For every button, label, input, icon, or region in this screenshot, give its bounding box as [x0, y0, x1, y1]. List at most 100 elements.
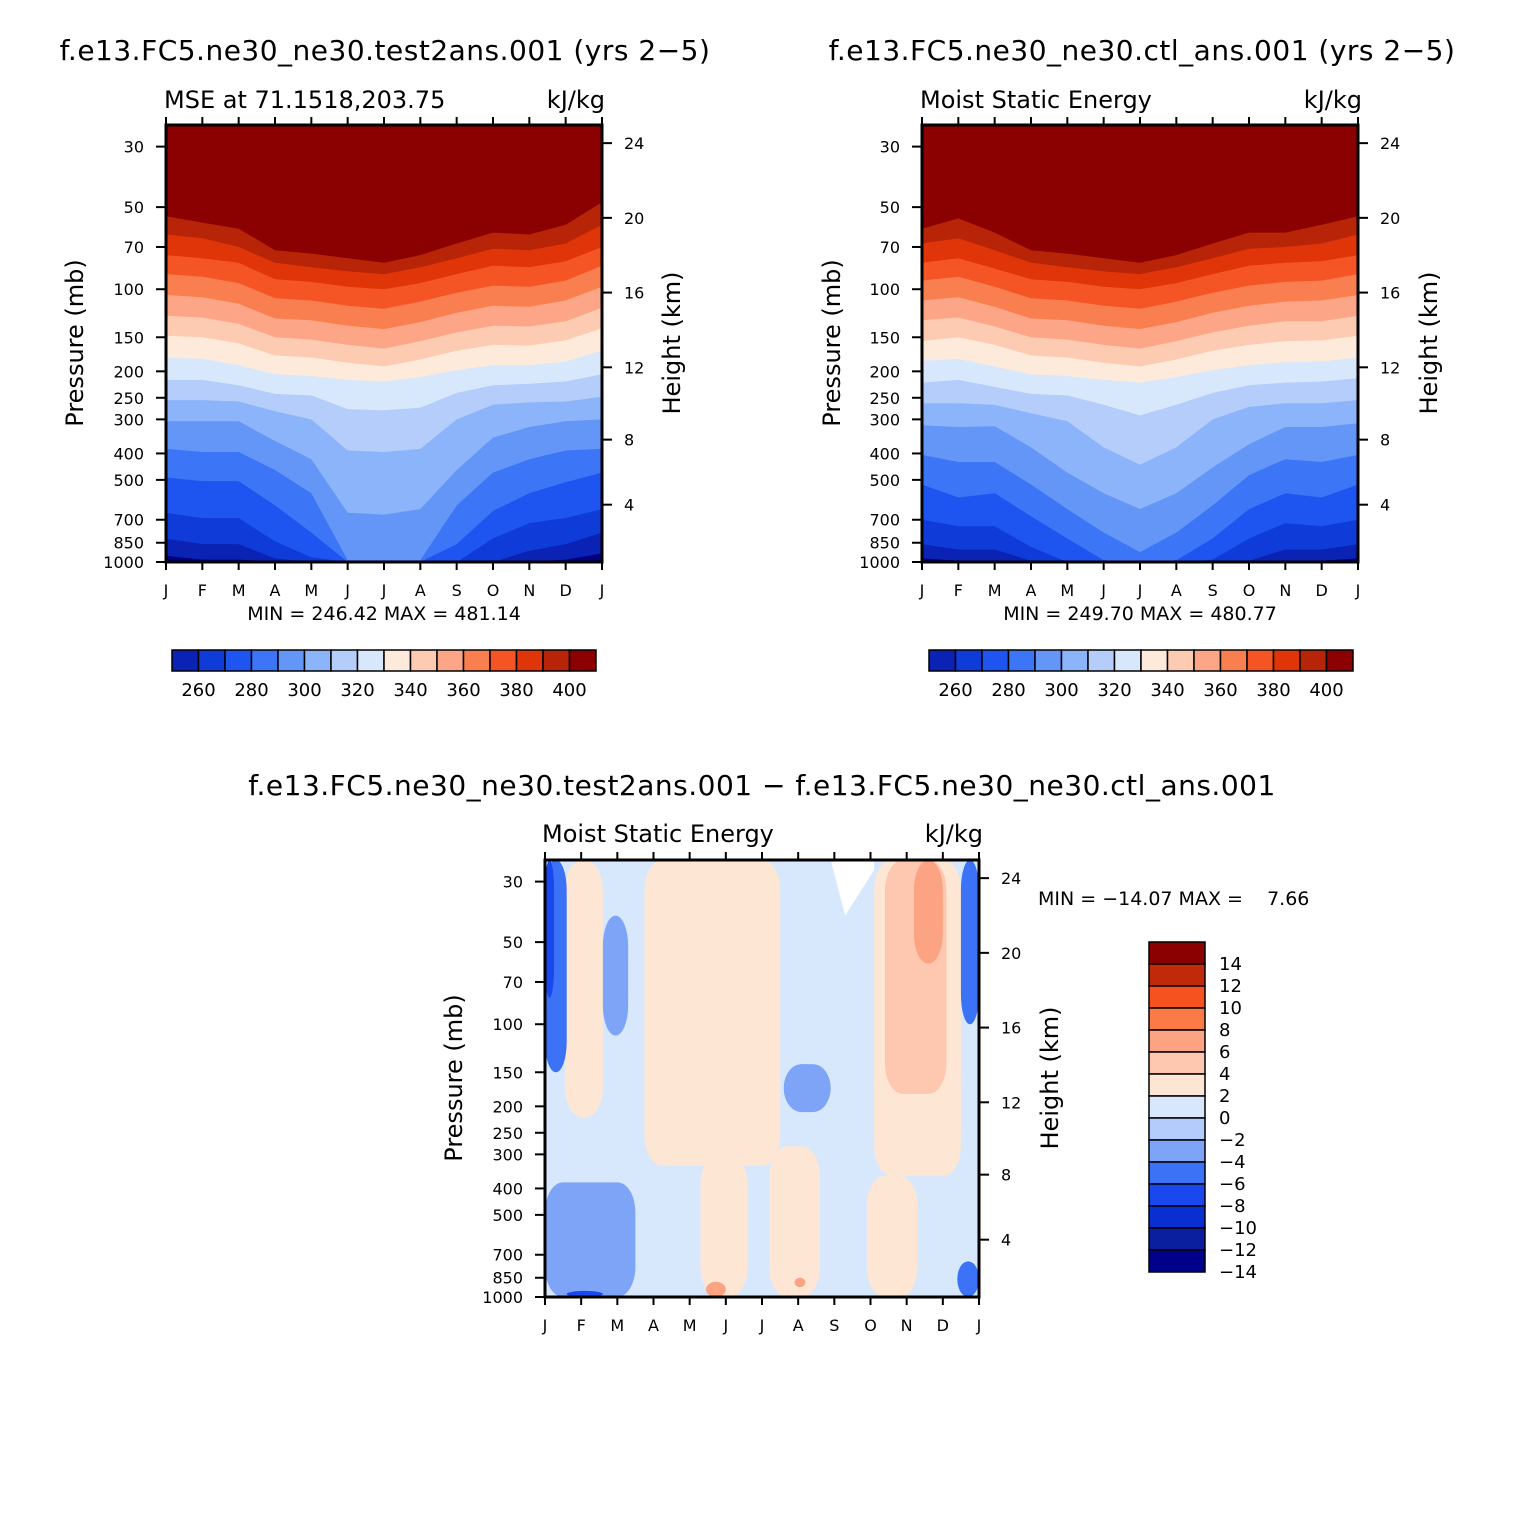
colorbar-box	[1140, 649, 1169, 672]
y2-tick-label: 4	[1001, 1231, 1011, 1250]
colorbar-box	[356, 649, 385, 672]
y-tick-label: 100	[869, 280, 900, 299]
x-tick-label: J	[163, 581, 169, 600]
panel1-subtitle-left: MSE at 71.1518,203.75	[164, 86, 445, 114]
colorbar-label: −6	[1219, 1174, 1246, 1195]
x-tick-label: J	[1355, 581, 1361, 600]
x-tick-label: N	[1279, 581, 1291, 600]
colorbar-box	[1193, 649, 1222, 672]
y2-tick-label: 12	[624, 358, 644, 377]
y2-tick-label: 4	[1380, 496, 1390, 515]
y-tick-label: 400	[869, 444, 900, 463]
colorbar-box	[954, 649, 983, 672]
y-tick-label: 700	[869, 511, 900, 530]
y-tick-label: 50	[503, 933, 523, 952]
diff-band	[564, 860, 603, 1118]
y-tick-label: 850	[492, 1269, 523, 1288]
y-tick-label: 850	[113, 534, 144, 553]
x-tick-label: J	[344, 581, 350, 600]
diff-band	[700, 1154, 748, 1297]
y-tick-label: 500	[869, 471, 900, 490]
y-tick-label: 100	[492, 1015, 523, 1034]
colorbar-label: 8	[1219, 1020, 1230, 1041]
colorbar-label: 0	[1219, 1108, 1230, 1129]
y-tick-label: 1000	[859, 553, 900, 572]
colorbar-box	[1148, 941, 1206, 965]
colorbar-box	[1148, 1007, 1206, 1031]
colorbar-box	[303, 649, 332, 672]
y2-tick-label: 20	[1380, 209, 1400, 228]
panel2-colorbar: 260 280 300 320 340 360 380 400	[928, 649, 1354, 701]
panel2-subtitle-left: Moist Static Energy	[920, 86, 1152, 114]
x-tick-label: J	[919, 581, 925, 600]
colorbar-label: 400	[552, 680, 586, 701]
colorbar-box	[928, 649, 957, 672]
diff-band	[545, 1182, 636, 1297]
y2-tick-label: 8	[1380, 431, 1390, 450]
x-tick-label: D	[1316, 581, 1328, 600]
y-tick-label: 30	[503, 873, 523, 892]
colorbar-box	[1148, 1029, 1206, 1053]
y-tick-label: 50	[124, 198, 144, 217]
panel2-plot: J F M A M J J A S O N D J 30 50 70 100 150 200 250 300 400 500…	[859, 117, 1400, 600]
y-tick-label: 70	[124, 238, 144, 257]
colorbar-label: −10	[1219, 1218, 1257, 1239]
y-tick-label: 200	[869, 362, 900, 381]
y-tick-label: 400	[113, 444, 144, 463]
x-tick-label: A	[415, 581, 426, 600]
x-tick-label: O	[487, 581, 500, 600]
panel1-colorbar: 260 280 300 320 340 360 380 400	[171, 649, 597, 701]
colorbar-box	[1148, 1161, 1206, 1185]
y-tick-label: 30	[124, 138, 144, 157]
x-tick-label: F	[198, 581, 207, 600]
x-tick-label: S	[1208, 581, 1218, 600]
y-tick-label: 50	[880, 198, 900, 217]
y2-tick-label: 8	[1001, 1166, 1011, 1185]
panel3-y2label: Height (km)	[1036, 1007, 1064, 1150]
colorbar-box	[1325, 649, 1354, 672]
colorbar-box	[489, 649, 518, 672]
y-tick-label: 70	[503, 973, 523, 992]
y-tick-label: 500	[113, 471, 144, 490]
colorbar-box	[1148, 1095, 1206, 1119]
colorbar-box	[1007, 649, 1036, 672]
x-tick-label: F	[954, 581, 963, 600]
colorbar-box	[383, 649, 412, 672]
colorbar-box	[224, 649, 253, 672]
contour-band-400	[166, 125, 602, 263]
colorbar-label: −14	[1219, 1262, 1257, 1283]
colorbar-label: 320	[1097, 680, 1131, 701]
colorbar-label: 340	[393, 680, 427, 701]
colorbar-label: 280	[234, 680, 268, 701]
y2-tick-label: 12	[1001, 1093, 1021, 1112]
y2-tick-label: 16	[1380, 284, 1400, 303]
colorbar-box	[542, 649, 571, 672]
diff-band	[913, 860, 943, 964]
x-tick-label: J	[722, 1316, 728, 1335]
panel3-subtitle-right: kJ/kg	[925, 820, 983, 848]
colorbar-label: −4	[1219, 1152, 1246, 1173]
colorbar-box	[1166, 649, 1195, 672]
colorbar-label: 260	[181, 680, 215, 701]
y2-tick-label: 24	[1001, 869, 1021, 888]
y-tick-label: 1000	[103, 553, 144, 572]
colorbar-label: 360	[446, 680, 480, 701]
y2-tick-label: 12	[1380, 358, 1400, 377]
colorbar-label: 10	[1219, 998, 1242, 1019]
x-tick-label: D	[937, 1316, 949, 1335]
y-tick-label: 300	[113, 410, 144, 429]
colorbar-label: 6	[1219, 1042, 1230, 1063]
colorbar-box	[1034, 649, 1063, 672]
panel3-stats: MIN = −14.07 MAX = 7.66	[1038, 888, 1309, 910]
colorbar-box	[1148, 1205, 1206, 1229]
x-tick-label: F	[577, 1316, 586, 1335]
diff-band	[866, 1175, 918, 1297]
plot-frame	[920, 123, 1360, 564]
y-tick-label: 200	[113, 362, 144, 381]
colorbar-label: 2	[1219, 1086, 1230, 1107]
colorbar-box	[1148, 1073, 1206, 1097]
x-tick-label: J	[759, 1316, 765, 1335]
y-tick-label: 150	[492, 1063, 523, 1082]
diff-band	[957, 1261, 979, 1297]
x-tick-label: D	[560, 581, 572, 600]
